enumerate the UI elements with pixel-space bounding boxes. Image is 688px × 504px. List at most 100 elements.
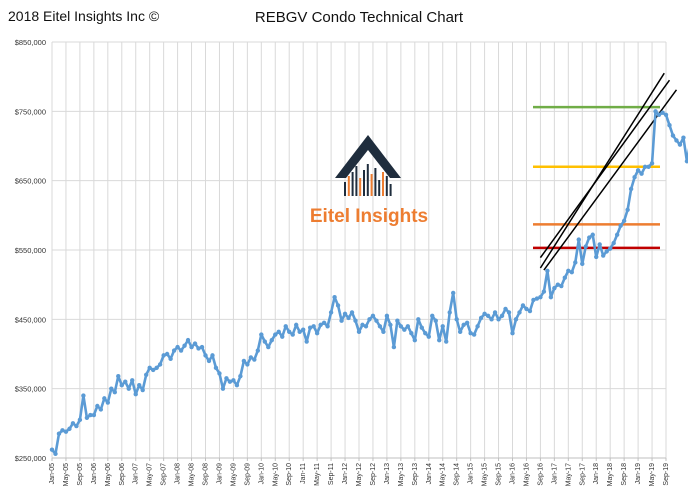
- data-point: [182, 343, 187, 348]
- data-point: [67, 426, 72, 432]
- data-point: [269, 337, 274, 343]
- x-tick-label: Sep-07: [161, 463, 168, 486]
- data-point: [77, 417, 83, 423]
- data-point: [227, 379, 233, 384]
- axes: $250,000 $350,000 $450,000 $550,000 $650,000…: [15, 38, 670, 486]
- data-point: [534, 296, 540, 301]
- y-tick-label: $650,000: [15, 177, 46, 186]
- data-point: [517, 310, 522, 315]
- data-point: [287, 329, 292, 335]
- x-tick-label: Jan-10: [258, 463, 265, 485]
- x-tick-label: Sep-19: [663, 463, 670, 486]
- data-point: [133, 392, 138, 397]
- data-point: [419, 325, 424, 330]
- data-point: [290, 332, 295, 337]
- data-point: [150, 367, 156, 373]
- x-tick-label: Sep-06: [119, 463, 126, 486]
- data-point: [273, 332, 278, 337]
- data-point: [587, 235, 592, 240]
- data-point: [252, 357, 257, 362]
- data-point: [318, 322, 323, 328]
- logo-bar: [347, 176, 350, 196]
- data-point: [611, 240, 616, 246]
- data-point: [461, 322, 466, 328]
- data-point: [395, 318, 400, 323]
- data-point: [457, 329, 463, 335]
- data-point: [342, 311, 348, 316]
- data-point: [335, 303, 341, 308]
- data-point: [374, 318, 379, 323]
- copyright-text: 2018 Eitel Insights Inc ©: [8, 8, 160, 24]
- logo-bar: [374, 168, 377, 196]
- logo-bars: [344, 164, 392, 196]
- x-tick-label: Sep-09: [244, 463, 251, 486]
- x-tick-label: Jan-09: [216, 463, 223, 485]
- gridlines: [51, 41, 667, 459]
- data-point: [510, 331, 515, 336]
- data-point: [437, 337, 442, 343]
- eitel-insights-logo: Eitel Insights: [310, 135, 428, 227]
- data-point: [576, 237, 581, 242]
- data-point: [238, 373, 243, 379]
- data-point: [346, 315, 351, 321]
- x-tick-label: Jan-15: [468, 463, 475, 485]
- data-point: [597, 242, 602, 247]
- x-tick-label: Sep-15: [496, 463, 503, 486]
- data-point: [646, 164, 651, 169]
- data-point: [674, 138, 679, 143]
- data-point: [231, 378, 236, 383]
- data-point: [377, 324, 383, 329]
- data-point: [164, 351, 170, 357]
- data-point: [349, 310, 355, 315]
- logo-bar: [344, 182, 346, 196]
- data-point: [130, 378, 135, 383]
- x-tick-label: May-16: [523, 463, 530, 486]
- data-point: [548, 294, 554, 300]
- data-point: [635, 168, 641, 173]
- chart-title: REBGV Condo Technical Chart: [254, 9, 464, 26]
- data-point: [356, 329, 362, 335]
- data-point: [199, 344, 205, 350]
- x-tick-label: May-05: [63, 463, 70, 486]
- data-point: [339, 318, 344, 323]
- data-point: [642, 164, 648, 169]
- data-point: [60, 428, 65, 433]
- data-point: [363, 324, 369, 329]
- data-point: [555, 282, 561, 287]
- data-point: [607, 246, 613, 251]
- data-point: [266, 344, 271, 350]
- data-point: [464, 320, 470, 325]
- x-tick-label: May-10: [272, 463, 279, 486]
- x-tick-label: May-11: [314, 463, 321, 486]
- data-point: [625, 207, 630, 212]
- logo-bar: [355, 166, 358, 196]
- data-point: [444, 339, 449, 344]
- logo-bar: [385, 176, 388, 196]
- data-point: [416, 317, 421, 322]
- data-point: [70, 421, 76, 426]
- data-point: [430, 313, 435, 319]
- data-point: [213, 365, 219, 371]
- data-point: [332, 294, 337, 300]
- data-point: [412, 337, 418, 343]
- x-tick-label: May-12: [356, 463, 363, 486]
- data-point: [667, 123, 672, 128]
- data-point: [311, 324, 316, 329]
- data-point: [478, 315, 484, 321]
- data-point: [653, 109, 658, 114]
- data-point: [137, 383, 142, 388]
- data-point: [573, 260, 578, 265]
- logo-bar: [363, 170, 365, 196]
- x-tick-label: Jan-13: [384, 463, 391, 485]
- data-point: [405, 324, 411, 329]
- data-point: [590, 232, 595, 237]
- logo-text: Eitel Insights: [310, 206, 428, 227]
- x-tick-label: May-08: [189, 463, 196, 486]
- data-point: [367, 317, 372, 322]
- data-point: [496, 317, 501, 322]
- data-point: [196, 346, 201, 351]
- data-point: [660, 110, 665, 115]
- data-point: [450, 290, 456, 296]
- data-point: [297, 329, 302, 335]
